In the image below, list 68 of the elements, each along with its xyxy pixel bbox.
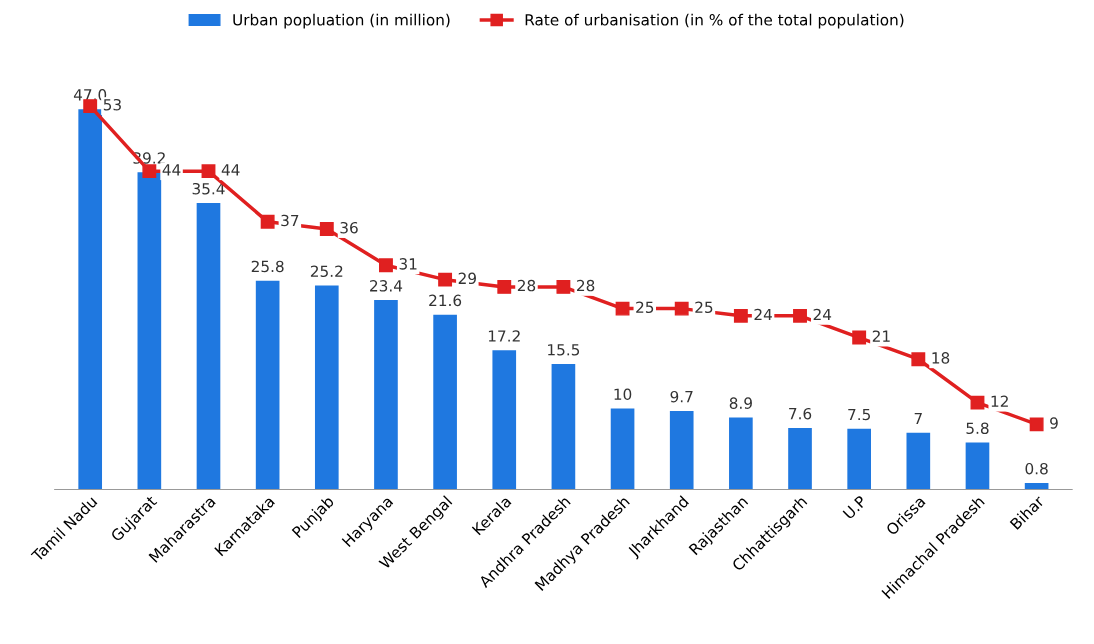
data-label: 21 bbox=[872, 330, 890, 342]
point bbox=[970, 395, 985, 410]
point bbox=[319, 222, 334, 236]
point bbox=[793, 308, 807, 323]
point bbox=[615, 301, 630, 316]
data-label: 31 bbox=[399, 258, 417, 270]
data-label: 7.5 bbox=[848, 408, 870, 421]
data-label: 37 bbox=[281, 214, 299, 227]
bar bbox=[610, 408, 635, 490]
point bbox=[911, 352, 926, 367]
point bbox=[1029, 417, 1044, 432]
data-label: 8.9 bbox=[729, 397, 752, 409]
point bbox=[556, 279, 571, 294]
legend-label: Urban popluation (in million) bbox=[233, 13, 450, 29]
bar bbox=[551, 364, 576, 490]
data-label: 7 bbox=[914, 412, 922, 425]
point bbox=[142, 164, 157, 179]
point bbox=[379, 258, 393, 273]
point bbox=[674, 301, 689, 316]
bar bbox=[433, 314, 457, 490]
bar bbox=[196, 203, 221, 490]
bar bbox=[788, 427, 812, 490]
bar bbox=[255, 280, 280, 490]
bar bbox=[1024, 482, 1049, 490]
data-label: 5.8 bbox=[966, 422, 989, 434]
data-label: 25.8 bbox=[251, 260, 284, 273]
data-label: 12 bbox=[991, 395, 1008, 407]
bar bbox=[847, 428, 871, 490]
data-label: 23.4 bbox=[370, 280, 403, 292]
data-label: 21.6 bbox=[429, 294, 462, 307]
bar bbox=[669, 410, 694, 490]
bar bbox=[137, 172, 162, 490]
point bbox=[201, 164, 216, 179]
point bbox=[497, 279, 512, 294]
data-label: 9 bbox=[1050, 417, 1058, 429]
data-label: 17.2 bbox=[488, 330, 520, 342]
data-label: 28 bbox=[517, 279, 536, 292]
data-label: 9.7 bbox=[670, 390, 693, 403]
data-label: 18 bbox=[932, 352, 950, 364]
data-label: 36 bbox=[340, 221, 358, 234]
bar bbox=[78, 109, 103, 490]
data-label: 29 bbox=[458, 272, 476, 285]
data-label: 0.8 bbox=[1025, 462, 1048, 475]
point bbox=[852, 330, 867, 345]
data-label: 53 bbox=[103, 98, 121, 111]
data-label: 28 bbox=[577, 279, 595, 292]
legend-label: Rate of urbanisation (in % of the total population) bbox=[525, 13, 904, 29]
data-label: 7.6 bbox=[789, 407, 812, 420]
data-label: 44 bbox=[221, 164, 240, 176]
data-label: 24 bbox=[754, 308, 772, 321]
bar bbox=[906, 432, 931, 490]
point bbox=[733, 308, 748, 323]
data-label: 25.2 bbox=[310, 265, 343, 278]
data-label: 44 bbox=[162, 164, 181, 176]
point bbox=[260, 214, 275, 229]
bar bbox=[729, 417, 753, 490]
x-tick-label: U.P bbox=[842, 495, 868, 520]
bar bbox=[965, 442, 990, 490]
bar bbox=[314, 285, 339, 490]
data-label: 35.4 bbox=[192, 182, 225, 195]
data-label: 25 bbox=[695, 301, 713, 314]
data-label: 24 bbox=[813, 308, 832, 321]
bar bbox=[492, 350, 517, 490]
bar bbox=[374, 300, 398, 490]
data-label: 25 bbox=[636, 301, 654, 314]
point bbox=[438, 272, 453, 287]
data-label: 15.5 bbox=[548, 344, 580, 356]
data-label: 10 bbox=[614, 388, 632, 401]
